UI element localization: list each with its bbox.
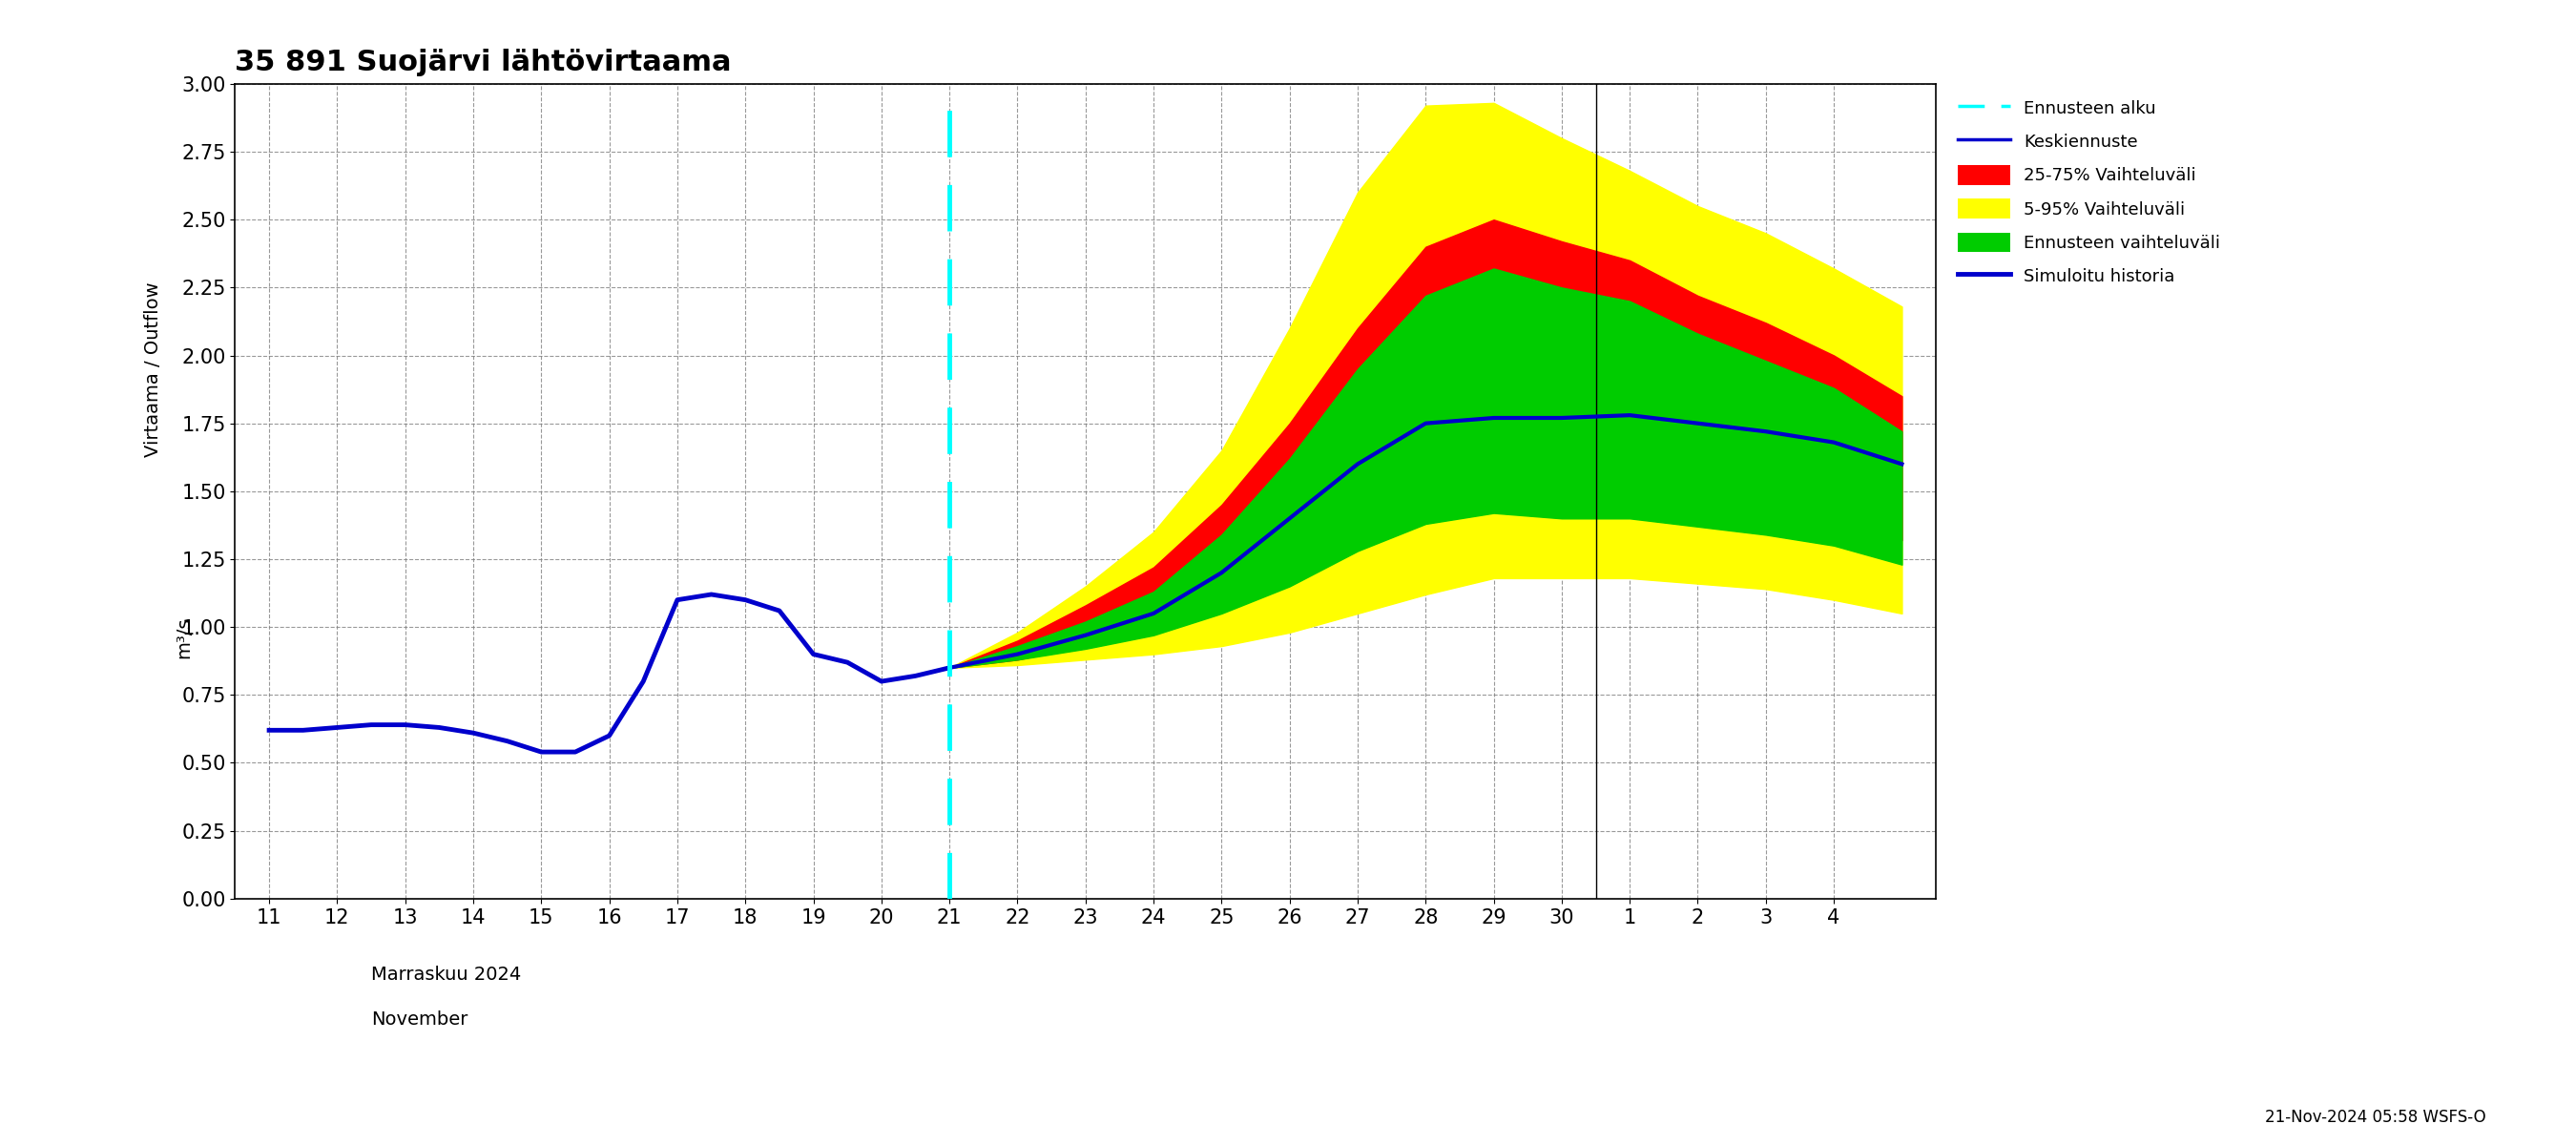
Text: Marraskuu 2024: Marraskuu 2024	[371, 965, 520, 984]
Text: November: November	[371, 1011, 469, 1028]
Text: 21-Nov-2024 05:58 WSFS-O: 21-Nov-2024 05:58 WSFS-O	[2264, 1108, 2486, 1126]
Text: Virtaama / Outflow: Virtaama / Outflow	[144, 282, 162, 457]
Text: m³/s: m³/s	[175, 617, 193, 658]
Legend: Ennusteen alku, Keskiennuste, 25-75% Vaihteluväli, 5-95% Vaihteluväli, Ennusteen: Ennusteen alku, Keskiennuste, 25-75% Vai…	[1953, 93, 2226, 291]
Text: 35 891 Suojärvi lähtövirtaama: 35 891 Suojärvi lähtövirtaama	[234, 48, 732, 77]
